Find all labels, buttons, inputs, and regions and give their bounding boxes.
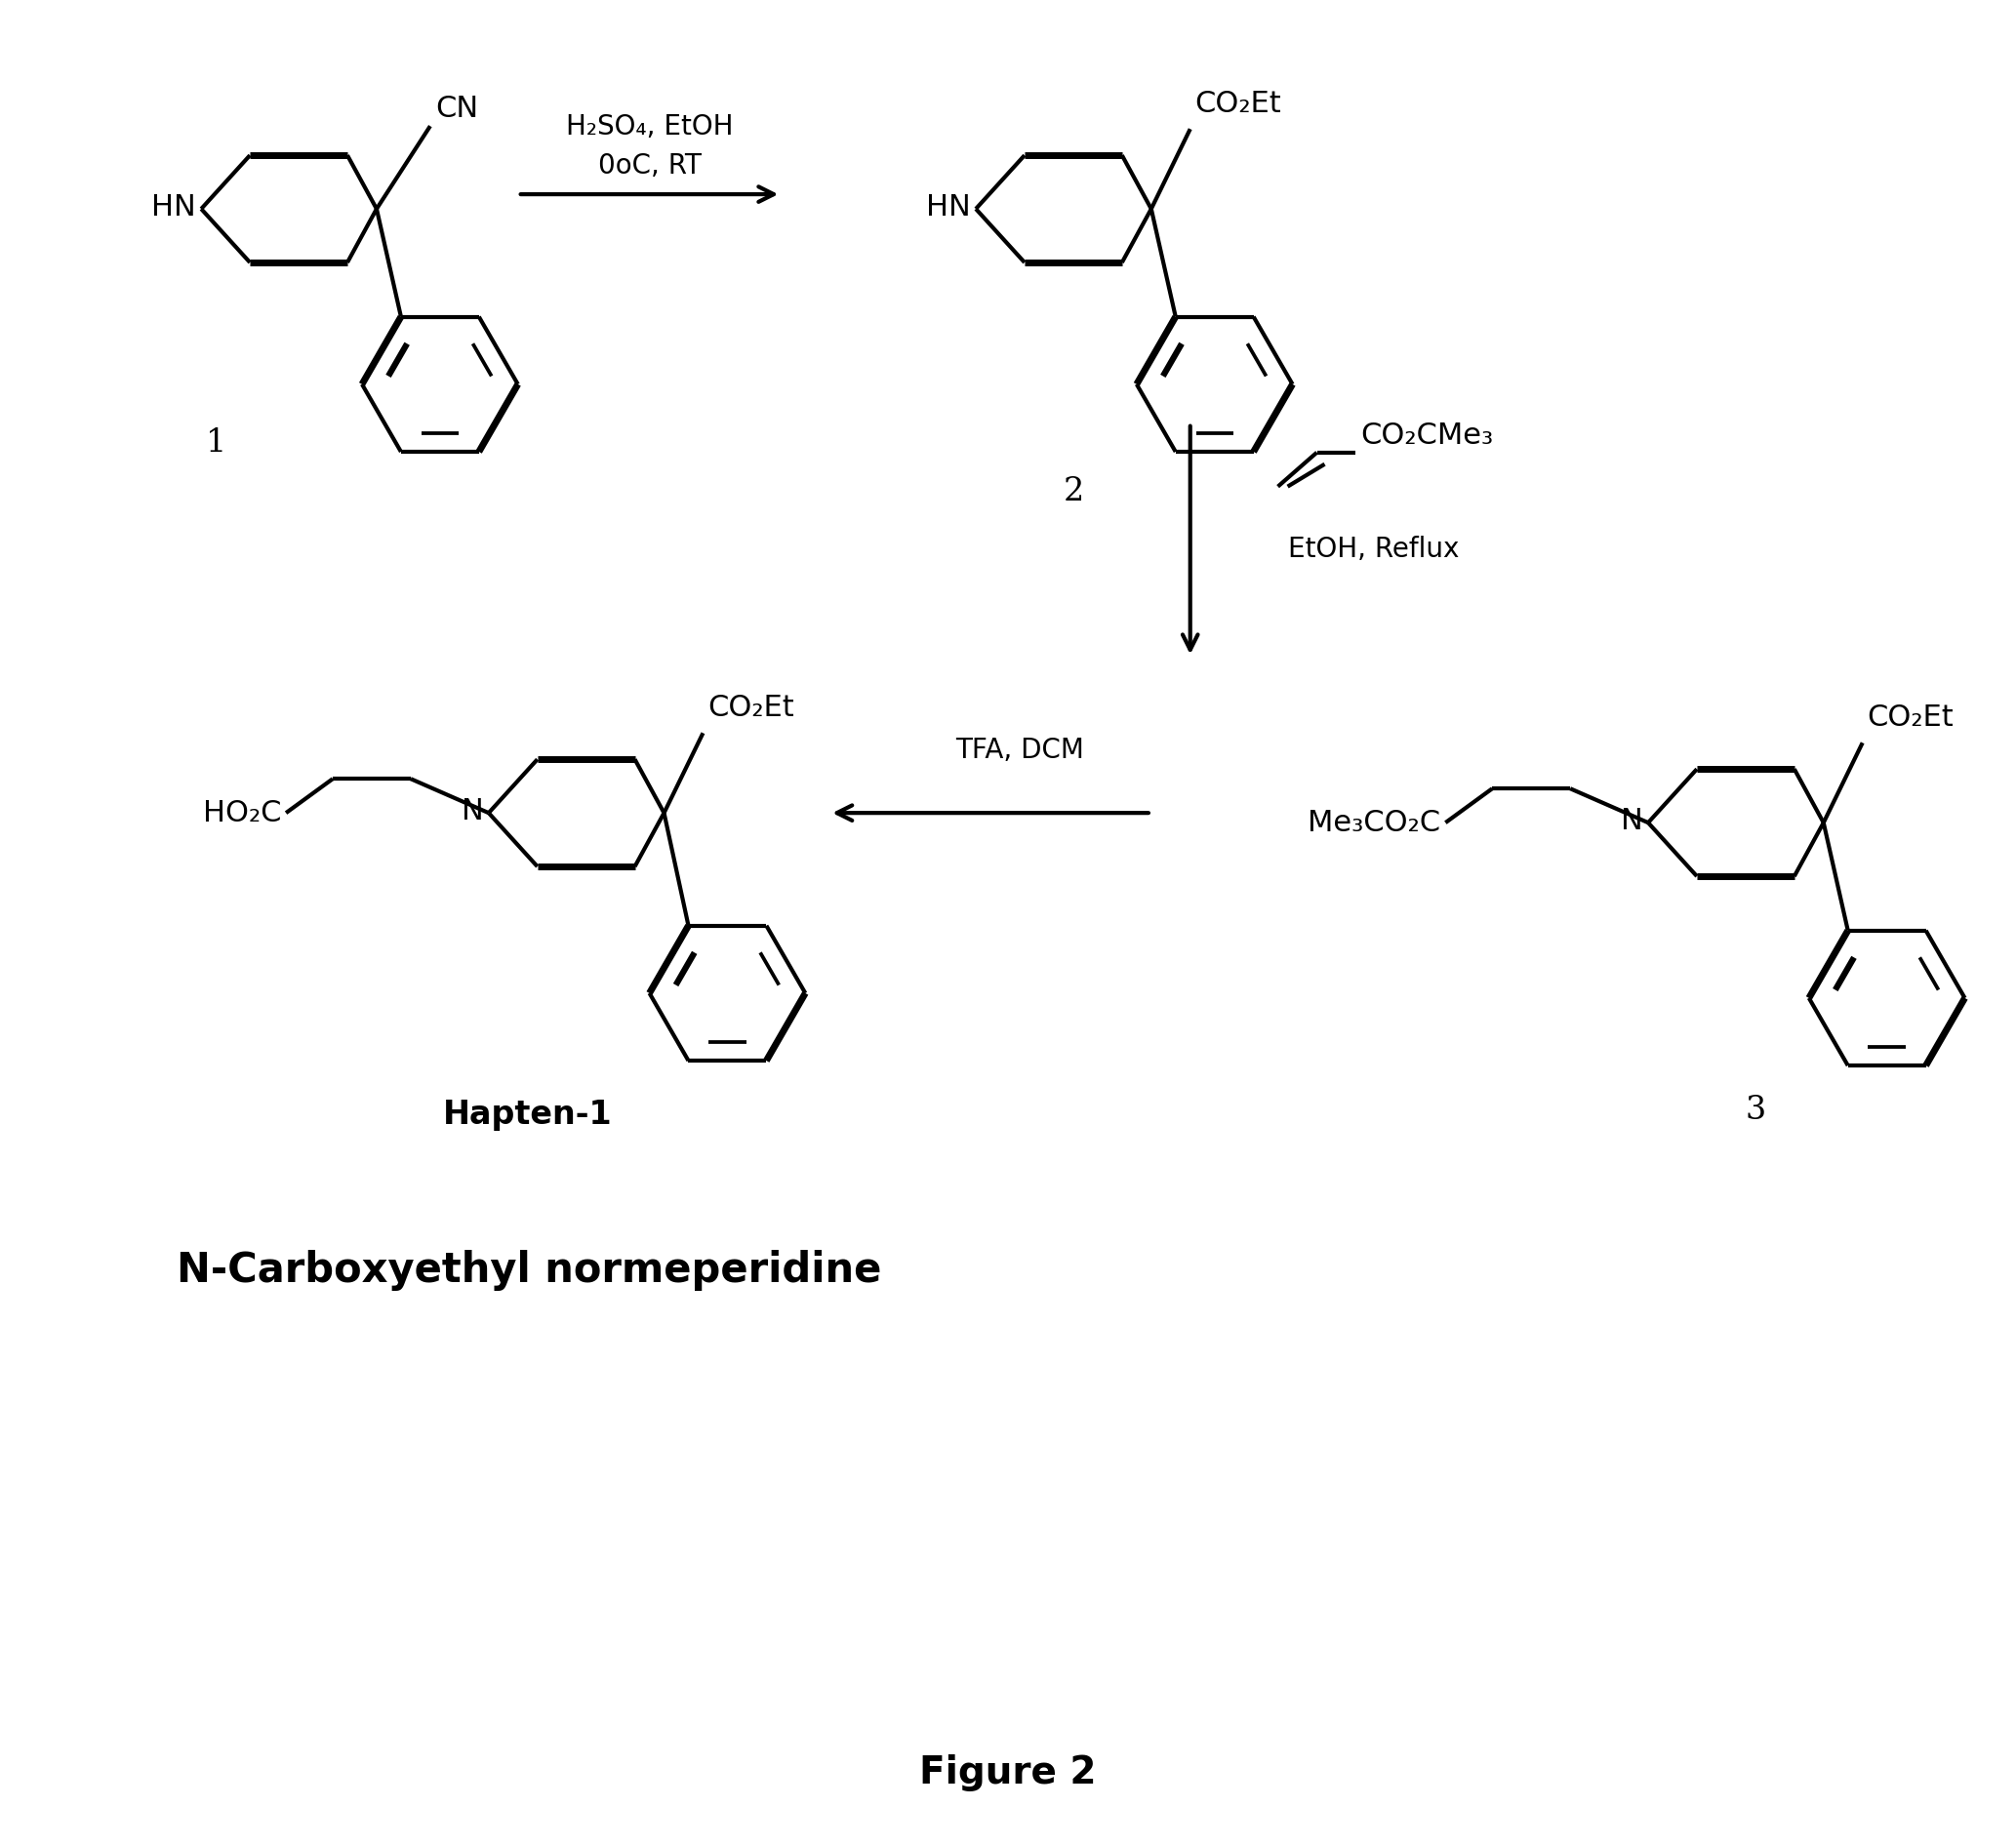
Text: N-Carboxyethyl normeperidine: N-Carboxyethyl normeperidine	[177, 1250, 881, 1291]
Text: TFA, DCM: TFA, DCM	[956, 737, 1085, 765]
Text: N: N	[1621, 807, 1643, 835]
Text: EtOH, Reflux: EtOH, Reflux	[1288, 536, 1460, 563]
Text: Hapten-1: Hapten-1	[444, 1099, 613, 1130]
Text: 3: 3	[1746, 1095, 1766, 1125]
Text: 2: 2	[1062, 477, 1085, 508]
Text: CO₂CMe₃: CO₂CMe₃	[1361, 421, 1494, 449]
Text: 0oC, RT: 0oC, RT	[599, 151, 702, 179]
Text: CN: CN	[435, 94, 478, 124]
Text: HN: HN	[925, 192, 972, 222]
Text: 1: 1	[206, 427, 226, 458]
Text: HO₂C: HO₂C	[202, 798, 280, 827]
Text: CO₂Et: CO₂Et	[708, 694, 794, 722]
Text: CO₂Et: CO₂Et	[1195, 91, 1282, 118]
Text: N: N	[462, 796, 484, 826]
Text: H₂SO₄, EtOH: H₂SO₄, EtOH	[566, 113, 734, 140]
Text: Me₃CO₂C: Me₃CO₂C	[1308, 809, 1441, 837]
Text: HN: HN	[151, 192, 196, 222]
Text: CO₂Et: CO₂Et	[1867, 704, 1954, 731]
Text: Figure 2: Figure 2	[919, 1755, 1097, 1792]
